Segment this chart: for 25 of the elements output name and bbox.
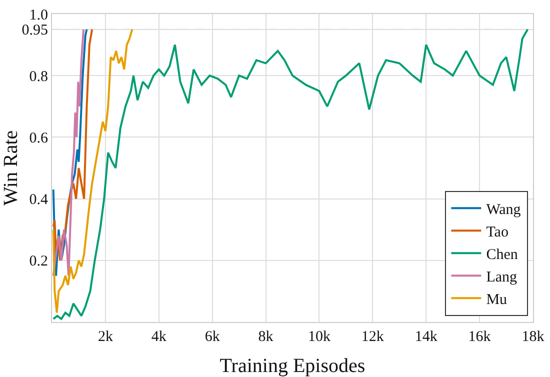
y-tick-label: 0.2 [29, 254, 48, 270]
legend-label: Tao [486, 224, 508, 240]
legend-label: Wang [486, 202, 522, 218]
x-tick-label: 6k [204, 329, 220, 345]
line-series [52, 28, 94, 262]
x-tick-label: 18k [522, 329, 545, 345]
y-tick-label: 0.8 [29, 68, 48, 85]
y-tick-label: 0.6 [29, 130, 48, 146]
x-tick-label: 12k [361, 329, 384, 345]
legend-label: Chen [486, 246, 518, 263]
x-tick-label: 4k [151, 329, 167, 345]
x-axis-title: Training Episodes [220, 355, 366, 377]
y-tick-label: 0.95 [22, 22, 48, 39]
line-series [52, 28, 529, 320]
y-tick-label: 1.0 [29, 7, 48, 24]
x-tick-label: 10k [308, 329, 331, 345]
x-tick-label: 14k [414, 329, 438, 345]
y-axis-title: Win Rate [0, 130, 22, 206]
y-tick-label: 0.4 [29, 192, 48, 208]
line-series [52, 28, 134, 314]
x-tick-label: 16k [468, 329, 492, 345]
x-tick-label: 2k [98, 329, 114, 345]
legend-label: Mu [486, 292, 508, 308]
legend-label: Lang [486, 269, 518, 286]
x-tick-label: 8k [258, 329, 274, 345]
